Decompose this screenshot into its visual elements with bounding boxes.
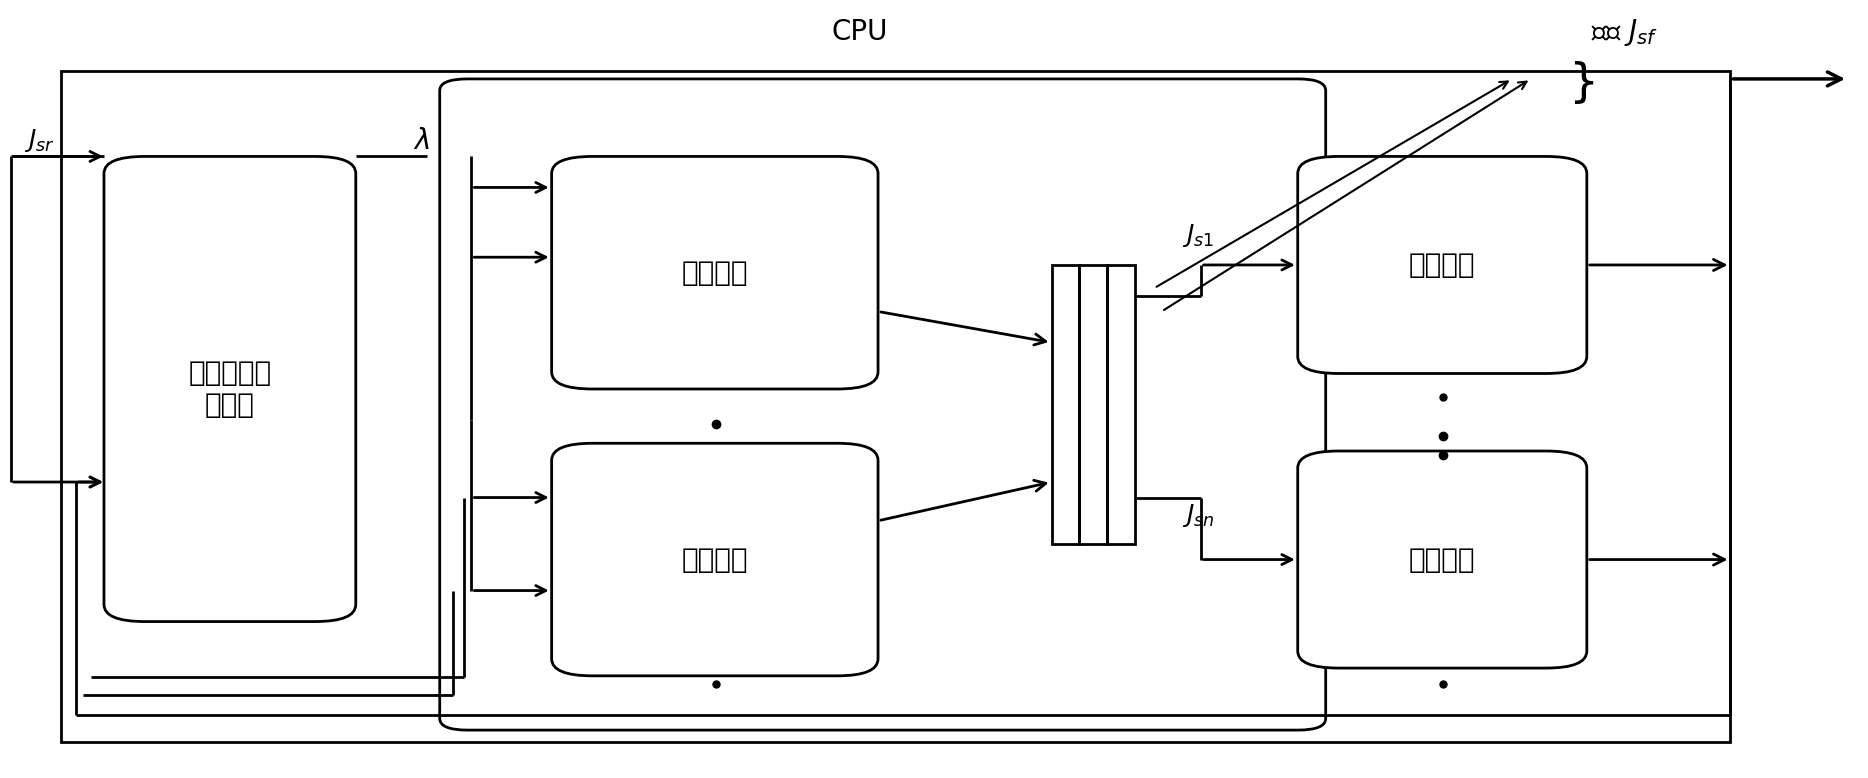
Text: 插补任务: 插补任务 bbox=[682, 259, 747, 287]
FancyBboxPatch shape bbox=[105, 156, 355, 622]
Text: 任务输出: 任务输出 bbox=[1408, 545, 1476, 573]
FancyBboxPatch shape bbox=[1298, 451, 1586, 668]
Text: $\}$: $\}$ bbox=[1567, 59, 1595, 107]
Text: 任务输出: 任务输出 bbox=[1408, 251, 1476, 279]
Text: $J_{s1}$: $J_{s1}$ bbox=[1182, 223, 1214, 250]
FancyBboxPatch shape bbox=[551, 156, 878, 389]
Text: CPU: CPU bbox=[831, 19, 887, 47]
Text: 伺服任务: 伺服任务 bbox=[682, 545, 747, 573]
FancyBboxPatch shape bbox=[1298, 156, 1586, 373]
Text: $\lambda$: $\lambda$ bbox=[413, 127, 430, 155]
Text: 模糊反馈调
度算法: 模糊反馈调 度算法 bbox=[189, 359, 271, 419]
Text: $J_{sn}$: $J_{sn}$ bbox=[1182, 502, 1214, 528]
FancyBboxPatch shape bbox=[551, 443, 878, 676]
Text: $J_{sr}$: $J_{sr}$ bbox=[24, 128, 54, 154]
Text: 抖动 $J_{sf}$: 抖动 $J_{sf}$ bbox=[1592, 17, 1657, 48]
FancyBboxPatch shape bbox=[439, 79, 1326, 730]
